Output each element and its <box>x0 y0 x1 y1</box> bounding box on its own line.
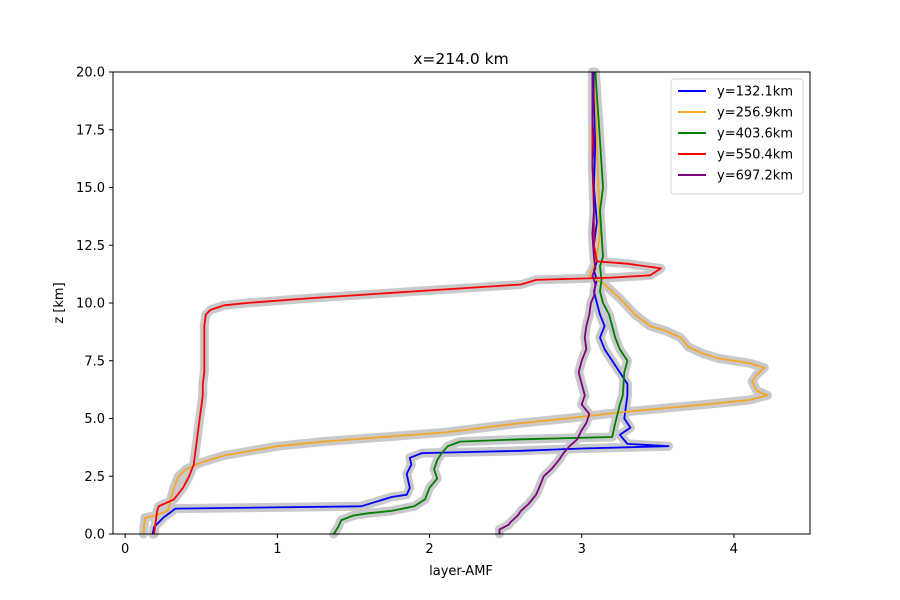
x-axis-title: layer-AMF <box>429 564 493 579</box>
uncertainty-band-3 <box>329 67 632 539</box>
legend-label-3: y=403.6km <box>717 127 793 142</box>
uncertainty-band-5 <box>495 67 600 539</box>
y-tick-label: 7.5 <box>84 354 105 369</box>
y-tick-label: 15.0 <box>76 181 105 196</box>
legend-label-1: y=132.1km <box>717 85 793 100</box>
x-tick-label: 4 <box>730 542 738 557</box>
x-tick-label: 3 <box>578 542 586 557</box>
series-line-1 <box>151 72 670 535</box>
series-line-2 <box>142 72 769 535</box>
chart-title: x=214.0 km <box>413 50 509 68</box>
y-axis-ticks: 0.0 2.5 5.0 7.5 10.0 12.5 15.0 17.5 20.0 <box>76 66 113 543</box>
x-tick-label: 1 <box>273 542 281 557</box>
y-tick-label: 10.0 <box>76 297 105 312</box>
x-axis-ticks: 0 1 2 3 4 <box>121 534 738 557</box>
y-axis-title: z [km] <box>52 282 67 323</box>
x-tick-label: 0 <box>121 542 129 557</box>
series-line-4 <box>153 72 662 535</box>
legend-label-5: y=697.2km <box>717 169 793 184</box>
legend: y=132.1km y=256.9km y=403.6km y=550.4km y=69… <box>670 78 804 195</box>
y-tick-label: 5.0 <box>84 412 105 427</box>
series-line-5 <box>498 72 597 534</box>
y-tick-label: 20.0 <box>76 66 105 81</box>
series-lines <box>142 71 769 535</box>
y-tick-label: 2.5 <box>84 470 105 485</box>
y-tick-label: 12.5 <box>76 239 105 254</box>
y-tick-label: 17.5 <box>76 123 105 138</box>
legend-label-2: y=256.9km <box>717 106 793 121</box>
legend-box <box>670 78 804 195</box>
x-tick-label: 2 <box>425 542 433 557</box>
legend-label-4: y=550.4km <box>717 148 793 163</box>
y-tick-label: 0.0 <box>84 528 105 543</box>
series-line-3 <box>332 71 629 535</box>
